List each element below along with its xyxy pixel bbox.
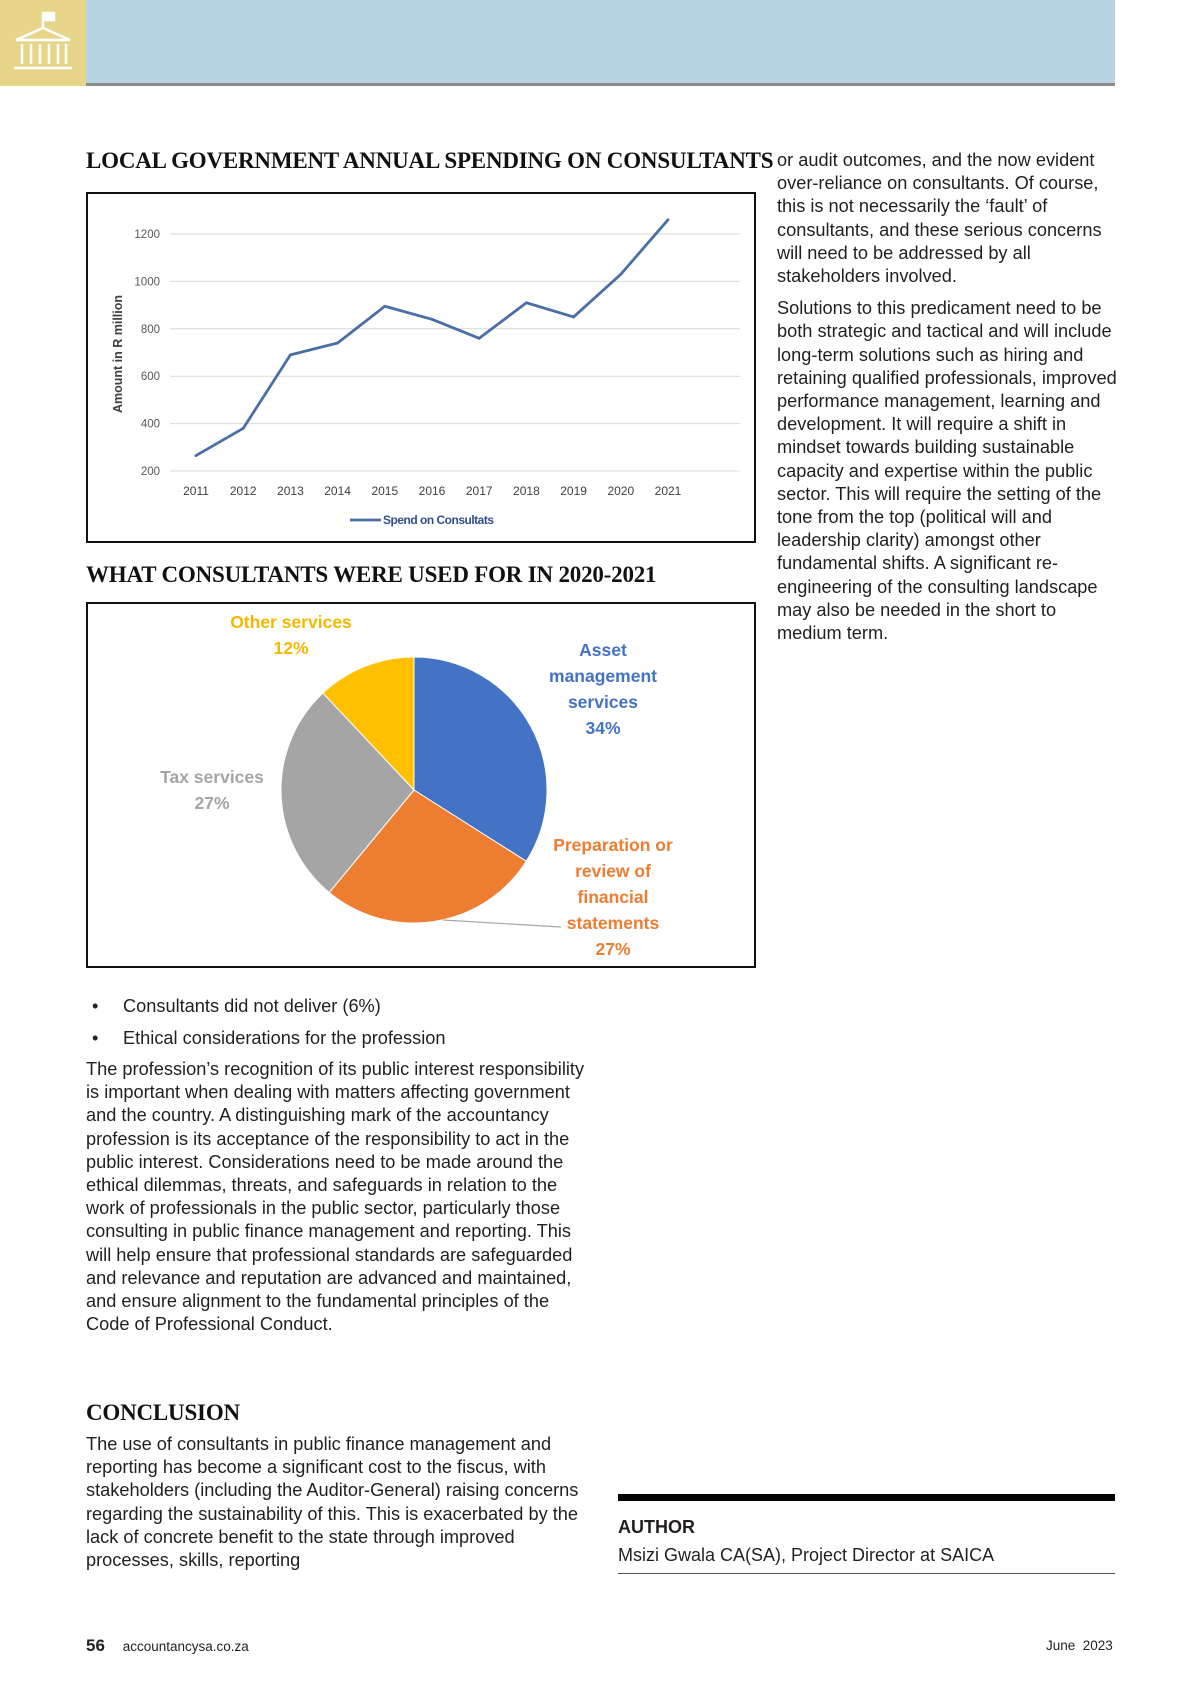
x-tick-label: 2017 — [466, 484, 493, 498]
conclusion-paragraph: The use of consultants in public finance… — [86, 1434, 579, 1571]
page-number: 56 — [86, 1636, 105, 1655]
data-point — [241, 426, 245, 430]
y-tick-label: 1000 — [134, 276, 160, 288]
x-tick-label: 2015 — [371, 484, 398, 498]
legend-label: Spend on Consultats — [383, 513, 494, 527]
pie-label-asset: services — [568, 692, 638, 712]
data-point — [289, 353, 292, 357]
y-tick-label: 200 — [141, 466, 160, 478]
x-tick-label: 2012 — [230, 484, 257, 498]
pie-label-tax: 27% — [194, 793, 229, 813]
right-paragraph-1: or audit outcomes, and the now evident o… — [777, 150, 1102, 287]
data-point — [430, 317, 434, 321]
right-column-text: or audit outcomes, and the now evident o… — [777, 149, 1117, 654]
x-tick-label: 2020 — [607, 484, 634, 498]
leader-line — [442, 919, 562, 928]
government-building-icon — [14, 11, 72, 70]
x-tick-label: 2019 — [560, 484, 587, 498]
data-point — [336, 341, 339, 345]
x-tick-label: 2016 — [419, 484, 446, 498]
pie-label-other: Other services — [230, 612, 352, 632]
line-chart: 200 400 600 800 1000 1200 2011 2012 2013 2014 2015… — [111, 218, 740, 527]
footer-date: June 2023 — [1046, 1638, 1113, 1653]
ethics-paragraph: The profession’s recognition of its publ… — [86, 1059, 585, 1335]
x-tick-label: 2021 — [655, 484, 682, 498]
pie-chart-title: WHAT CONSULTANTS WERE USED FOR IN 2020-2… — [86, 562, 657, 587]
line-chart-frame: 200 400 600 800 1000 1200 2011 2012 2013 2014 2015… — [86, 192, 756, 543]
data-point — [525, 301, 528, 305]
pie-slice — [413, 656, 548, 862]
pie-label-asset: 34% — [585, 718, 620, 738]
pie-label-prep: Preparation or — [553, 835, 673, 855]
y-tick-label: 600 — [141, 371, 160, 383]
y-tick-label: 400 — [141, 419, 160, 431]
data-point — [572, 315, 575, 319]
pie-label-prep: 27% — [595, 939, 630, 959]
right-paragraph-2: Solutions to this predicament need to be… — [777, 298, 1117, 644]
bullet-text: Ethical considerations for the professio… — [123, 1028, 446, 1048]
pie-label-prep: review of — [575, 861, 651, 881]
y-axis-label: Amount in R million — [111, 295, 125, 413]
pie-slice — [328, 789, 527, 924]
pie-slice — [280, 692, 415, 894]
section-logo — [0, 0, 86, 86]
author-box: AUTHOR Msizi Gwala CA(SA), Project Direc… — [618, 1494, 1115, 1574]
y-tick-label: 1200 — [134, 229, 160, 241]
author-heading: AUTHOR — [618, 1517, 695, 1537]
footer-website: accountancysa.co.za — [122, 1639, 249, 1654]
data-point — [666, 218, 670, 222]
bullet-list: • Consultants did not deliver (6%) • Ethic… — [86, 995, 446, 1059]
pie-chart-frame: Other services 12% Asset management services… — [86, 602, 756, 968]
bullet-dot: • — [92, 1028, 99, 1048]
pie-label-prep: financial — [578, 887, 649, 907]
pie-label-prep: statements — [567, 913, 660, 933]
list-item: • Ethical considerations for the professi… — [86, 1027, 446, 1059]
data-point — [619, 272, 623, 276]
pie-slice — [322, 656, 415, 792]
author-name: Msizi Gwala CA(SA), Project Director at … — [618, 1545, 995, 1565]
x-tick-label: 2018 — [513, 484, 540, 498]
x-tick-label: 2014 — [324, 484, 351, 498]
pie-label-asset: Asset — [579, 640, 627, 660]
y-tick-label: 800 — [141, 324, 160, 336]
pie-label-asset: management — [549, 666, 657, 686]
header-band — [86, 0, 1115, 86]
bullet-text: Consultants did not deliver (6%) — [123, 996, 381, 1016]
x-tick-label: 2013 — [277, 484, 304, 498]
x-tick-label: 2011 — [183, 484, 209, 498]
line-chart-title: LOCAL GOVERNMENT ANNUAL SPENDING ON CONS… — [86, 148, 774, 173]
data-point — [477, 336, 481, 340]
data-point — [194, 454, 198, 457]
series-line — [195, 218, 670, 457]
pie-label-tax: Tax services — [160, 767, 264, 787]
data-point — [383, 304, 387, 308]
list-item: • Consultants did not deliver (6%) — [86, 995, 446, 1027]
bullet-dot: • — [92, 996, 99, 1016]
pie-label-other: 12% — [273, 638, 308, 658]
pie-chart: Other services 12% Asset management services… — [160, 612, 673, 959]
conclusion-heading: CONCLUSION — [86, 1400, 240, 1425]
footer-left: 56 accountancysa.co.za — [86, 1636, 249, 1656]
